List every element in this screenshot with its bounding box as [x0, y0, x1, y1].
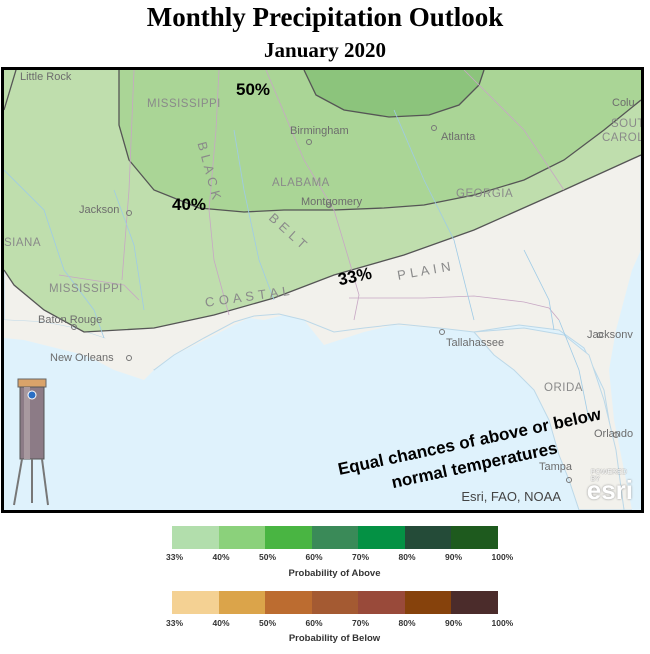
- legend-below-tick-6: 90%: [445, 618, 463, 628]
- esri-logo-text: esri: [586, 475, 633, 505]
- place-louisiana: SIANA: [4, 237, 42, 249]
- legend-below-tick-7: 100%: [491, 618, 514, 628]
- place-alabama: ALABAMA: [272, 177, 330, 189]
- legend-above-swatch-0: [172, 526, 219, 549]
- place-montgomery: Montgomery: [301, 196, 363, 208]
- place-mississippi-s: MISSISSIPPI: [49, 283, 123, 295]
- legend-above-tick-7: 100%: [491, 552, 514, 562]
- rain-gauge-icon: [13, 378, 49, 506]
- place-birmingham: Birmingham: [290, 125, 349, 137]
- legend-above-swatch-4: [358, 526, 405, 549]
- legend-above-title: Probability of Above: [288, 568, 381, 579]
- legend-above-tick-1: 40%: [212, 552, 230, 562]
- contour-label-40: 40%: [172, 195, 207, 214]
- place-georgia: GEORGIA: [456, 188, 514, 200]
- legend-below-tick-1: 40%: [212, 618, 230, 628]
- delta: [4, 320, 154, 380]
- outlook-map[interactable]: Little Rock MISSISSIPPI Birmingham Atlan…: [1, 67, 644, 513]
- esri-powered-text: POWERED BY: [590, 469, 627, 483]
- place-baton-rouge: Baton Rouge: [38, 314, 103, 326]
- place-tampa: Tampa: [539, 461, 573, 473]
- legend-above-swatch-3: [311, 526, 358, 549]
- contour-40-region: [119, 70, 641, 212]
- place-columbia: Colu: [612, 97, 635, 109]
- contour-33-line: [4, 154, 641, 333]
- map-attribution: Esri, FAO, NOAA: [461, 489, 561, 504]
- legend-above-tick-4: 70%: [352, 552, 370, 562]
- legend-below-tick-4: 70%: [352, 618, 370, 628]
- contour-50-region: [304, 70, 484, 117]
- legend-below-swatch-0: [172, 591, 219, 614]
- place-mississippi-n: MISSISSIPPI: [147, 98, 221, 110]
- state-borders: [58, 70, 565, 321]
- legend-below-swatch-6: [451, 591, 498, 614]
- legend-below-ticks: 33% 40% 50% 60% 70% 80% 90% 100%: [160, 618, 520, 630]
- legend-below-swatch-2: [265, 591, 312, 614]
- place-jackson: Jackson: [79, 204, 120, 216]
- page-subtitle: January 2020: [264, 38, 386, 62]
- legend-below-swatch-1: [218, 591, 265, 614]
- atlantic: [609, 250, 641, 510]
- legend-below-tick-2: 50%: [259, 618, 277, 628]
- contour-left-line: [4, 70, 17, 111]
- legend-above-swatch-5: [404, 526, 451, 549]
- map-canvas: [4, 70, 641, 510]
- legend-below-swatch-3: [311, 591, 358, 614]
- contour-label-50: 50%: [236, 80, 271, 99]
- legend-below-tick-0: 33%: [166, 618, 184, 628]
- legend-above-tick-0: 33%: [166, 552, 184, 562]
- page-title: Monthly Precipitation Outlook: [146, 2, 504, 32]
- legend-above-tick-6: 90%: [445, 552, 463, 562]
- legend-above-swatches: [172, 526, 498, 549]
- place-orlando: Orlando: [594, 428, 634, 440]
- place-tallahassee: Tallahassee: [446, 337, 505, 349]
- legend-above-swatch-2: [265, 526, 312, 549]
- legend-below-tick-5: 80%: [398, 618, 416, 628]
- place-south-carolina-1: SOUT: [611, 118, 644, 130]
- legend-above-tick-5: 80%: [398, 552, 416, 562]
- legend-above-swatch-6: [451, 526, 498, 549]
- legend-below-swatch-4: [358, 591, 405, 614]
- esri-logo: POWERED BY esri: [586, 469, 633, 506]
- legend-above-tick-2: 50%: [259, 552, 277, 562]
- place-little-rock: Little Rock: [20, 71, 72, 83]
- place-atlanta: Atlanta: [441, 131, 476, 143]
- legend-below-tick-3: 60%: [305, 618, 323, 628]
- legend-above-tick-3: 60%: [305, 552, 323, 562]
- florida-peninsula: [472, 327, 625, 510]
- place-south-carolina-2: CAROL: [602, 132, 644, 144]
- legend-below-swatches: [172, 591, 498, 614]
- legend-above-ticks: 33% 40% 50% 60% 70% 80% 90% 100%: [160, 552, 520, 564]
- place-new-orleans: New Orleans: [50, 352, 114, 364]
- contour-50-line: [303, 70, 485, 118]
- place-jacksonville: Jacksonv: [587, 329, 633, 341]
- legend-below-title: Probability of Below: [288, 633, 381, 644]
- legend-above-swatch-1: [218, 526, 265, 549]
- legend-below-swatch-5: [404, 591, 451, 614]
- place-florida: ORIDA: [544, 382, 583, 394]
- rivers: [4, 109, 590, 421]
